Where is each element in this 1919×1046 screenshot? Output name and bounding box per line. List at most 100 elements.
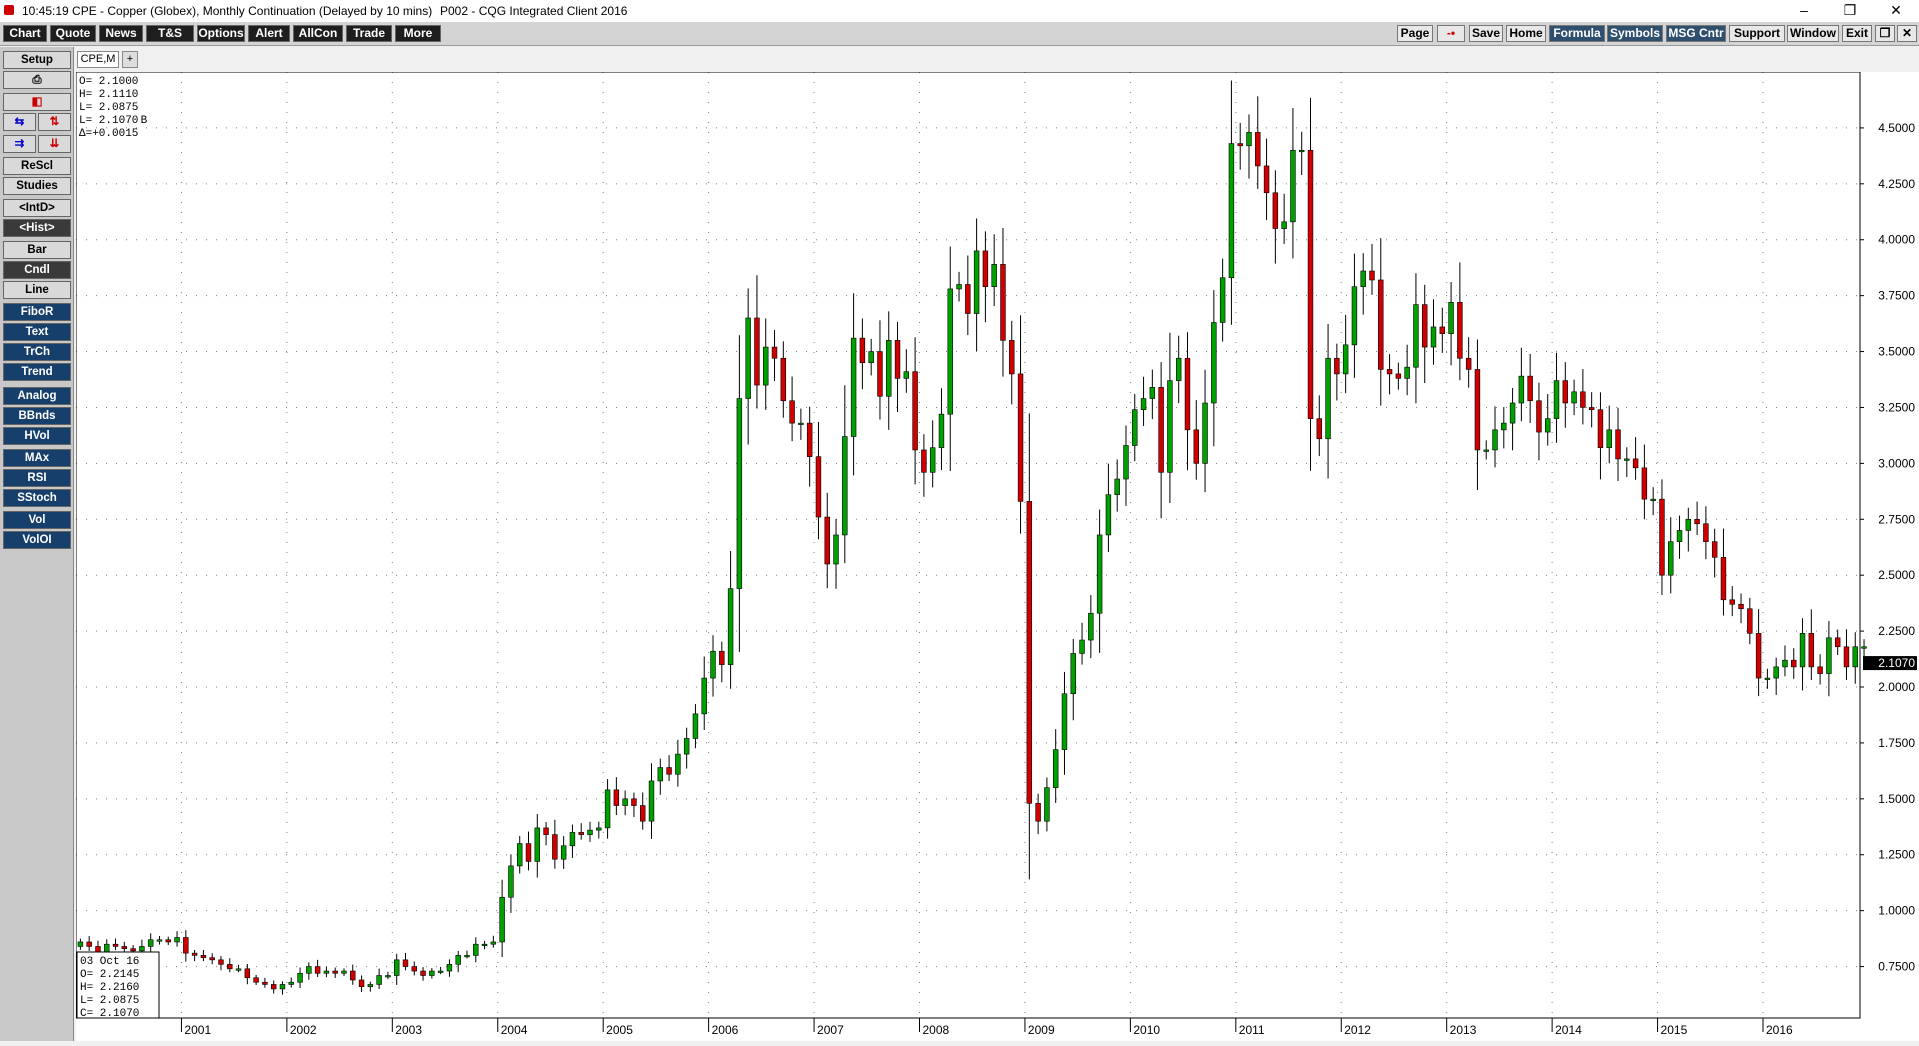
candle-up [1325, 357, 1331, 440]
close-page-icon[interactable]: ✕ [1897, 25, 1917, 42]
slow-stochastic-button[interactable]: SStoch [3, 489, 71, 507]
home-button[interactable]: Home [1506, 25, 1546, 42]
page-nav-button[interactable]: -• [1437, 25, 1465, 42]
setup-button[interactable]: Setup [3, 51, 71, 69]
rescale-button[interactable]: ReScl [3, 157, 71, 175]
fibonacci-retracement-button[interactable]: FiboR [3, 303, 71, 321]
x-tick-label: 2009 [1028, 1023, 1055, 1037]
candle-down [719, 650, 725, 665]
candle-up [1167, 380, 1173, 473]
studies-button[interactable]: Studies [3, 177, 71, 195]
y-tick-label: 1.0000 [1878, 904, 1915, 918]
candle-up [297, 972, 303, 983]
candle-up [455, 955, 461, 965]
support-button[interactable]: Support [1729, 25, 1785, 42]
candle-up [692, 713, 699, 739]
candle-down [877, 351, 883, 397]
save-button[interactable]: Save [1469, 25, 1503, 42]
candle-down [112, 943, 119, 947]
expand-icon[interactable]: ⇊ [38, 135, 71, 153]
menu-alert-button[interactable]: Alert [248, 25, 290, 42]
text-tool-button[interactable]: Text [3, 323, 71, 341]
menu-trade-button[interactable]: Trade [346, 25, 392, 42]
candle-down [525, 843, 532, 862]
candle-down [1711, 541, 1718, 558]
msg-cntr-button[interactable]: MSG Cntr [1666, 25, 1726, 42]
candle-down [1817, 666, 1823, 674]
candle-down [420, 970, 426, 976]
menu-ts-button[interactable]: T&S [146, 25, 194, 42]
analog-button[interactable]: Analog [3, 387, 71, 405]
scroll-horizontal-icon[interactable]: ⇆ [3, 113, 36, 131]
exit-button[interactable]: Exit [1842, 25, 1872, 42]
close-icon[interactable]: ✕ [1890, 2, 1902, 18]
menu-news-button[interactable]: News [99, 25, 143, 42]
candle-down [86, 941, 92, 947]
candle-down [1720, 557, 1727, 601]
candle-up [1290, 149, 1296, 223]
y-tick-label: 1.7500 [1878, 736, 1915, 750]
chart-pane[interactable]: 4.5000 4.2500 4.0000 3.7500 3.5000 3.2500 3.00… [75, 71, 1919, 1041]
menu-chart-button[interactable]: Chart [3, 25, 47, 42]
candle-up [1852, 646, 1858, 668]
trend-channel-button[interactable]: TrCh [3, 343, 71, 361]
formula-button[interactable]: Formula [1549, 25, 1605, 42]
candle-up [604, 789, 611, 829]
candle-up [798, 422, 804, 425]
candlestick-chart[interactable]: 4.5000 4.2500 4.0000 3.7500 3.5000 3.2500 3.00… [75, 71, 1919, 1041]
menu-allcon-button[interactable]: AllCon [293, 25, 343, 42]
x-tick-label: 2015 [1661, 1023, 1688, 1037]
scroll-vertical-icon[interactable]: ⇅ [38, 113, 71, 131]
x-tick-label: 2001 [184, 1023, 211, 1037]
moving-average-button[interactable]: MAx [3, 449, 71, 467]
candle-up [675, 753, 681, 775]
y-tick-label: 2.7500 [1878, 512, 1915, 526]
rsi-button[interactable]: RSI [3, 469, 71, 487]
print-icon[interactable]: ⎙ [3, 71, 71, 89]
chart-mode-icon[interactable]: ◧ [3, 93, 71, 111]
history-button[interactable]: <Hist> [3, 219, 71, 237]
candle-up [385, 975, 391, 978]
candle-up [1501, 422, 1507, 431]
trendline-button[interactable]: Trend [3, 363, 71, 381]
symbols-button[interactable]: Symbols [1607, 25, 1663, 42]
x-tick-label: 2002 [290, 1023, 317, 1037]
candle-down [183, 937, 189, 954]
candle-up [279, 984, 286, 990]
y-tick-label: 2.2500 [1878, 624, 1915, 638]
page-button[interactable]: Page [1397, 25, 1433, 42]
candle-up [1509, 402, 1516, 424]
candle-up [1061, 693, 1068, 750]
bar-chart-button[interactable]: Bar [3, 241, 71, 259]
candle-up [833, 534, 839, 565]
restore-icon[interactable]: ❐ [1843, 2, 1857, 18]
candle-down [358, 979, 365, 987]
window-button[interactable]: Window [1787, 25, 1839, 42]
menu-more-button[interactable]: More [395, 25, 441, 42]
candle-down [754, 317, 760, 386]
historical-volatility-button[interactable]: HVol [3, 427, 71, 445]
intraday-button[interactable]: <IntD> [3, 199, 71, 217]
candle-chart-button[interactable]: Cndl [3, 261, 71, 279]
line-chart-button[interactable]: Line [3, 281, 71, 299]
candle-down [982, 250, 989, 287]
volume-oi-button[interactable]: VolOI [3, 531, 71, 549]
menu-options-button[interactable]: Options [197, 25, 245, 42]
candle-down [1009, 340, 1015, 375]
menu-quote-button[interactable]: Quote [50, 25, 96, 42]
candle-down [1465, 357, 1472, 370]
compress-icon[interactable]: ⇉ [3, 135, 36, 153]
x-tick-label: 2004 [501, 1023, 528, 1037]
candle-up [1861, 646, 1867, 649]
tab-cpe-m[interactable]: CPE,M [77, 51, 119, 68]
float-icon[interactable]: ❐ [1875, 25, 1895, 42]
candle-down [771, 346, 778, 359]
candle-up [174, 937, 180, 943]
bollinger-bands-button[interactable]: BBnds [3, 407, 71, 425]
volume-button[interactable]: Vol [3, 511, 71, 529]
y-tick-label: 4.2500 [1878, 177, 1915, 191]
minimize-icon[interactable]: – [1800, 2, 1808, 18]
candle-up [235, 968, 242, 971]
candle-down [912, 371, 918, 451]
add-tab-button[interactable]: + [122, 51, 138, 68]
